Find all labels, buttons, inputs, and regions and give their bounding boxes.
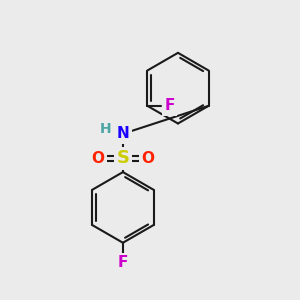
Text: F: F bbox=[118, 255, 128, 270]
Text: O: O bbox=[141, 151, 154, 166]
Text: H: H bbox=[99, 122, 111, 136]
Text: N: N bbox=[116, 126, 129, 141]
Text: S: S bbox=[116, 149, 129, 167]
Text: F: F bbox=[164, 98, 175, 113]
Text: O: O bbox=[92, 151, 104, 166]
